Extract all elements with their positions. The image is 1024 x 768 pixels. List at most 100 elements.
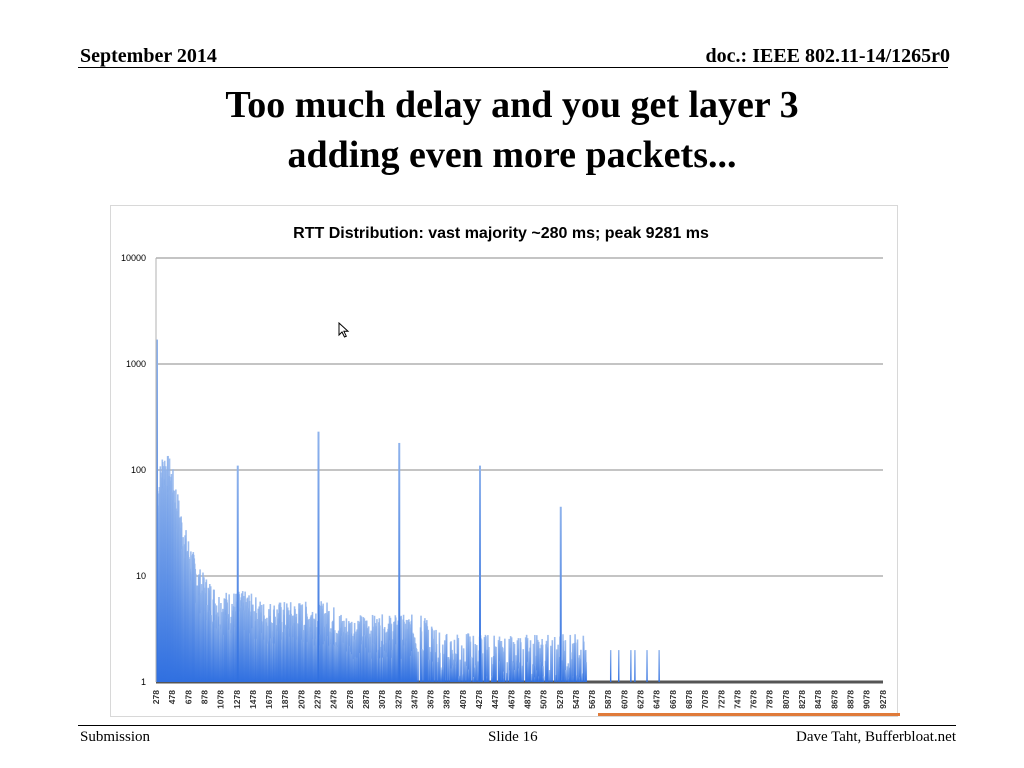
histogram-bar xyxy=(509,636,512,682)
x-tick-label: 6078 xyxy=(619,690,629,709)
chart-canvas: RTT Distribution: vast majority ~280 ms;… xyxy=(121,225,888,709)
histogram-bar xyxy=(536,635,538,682)
histogram-bar xyxy=(493,635,495,682)
x-tick-label: 7278 xyxy=(716,690,726,709)
x-tick-label: 278 xyxy=(151,690,161,704)
histogram-bar xyxy=(609,650,612,682)
histogram-bar xyxy=(534,634,536,682)
histogram-bar xyxy=(379,625,381,682)
histogram-bar xyxy=(472,635,475,682)
histogram-bar xyxy=(345,618,348,682)
x-tick-label: 8278 xyxy=(797,690,807,709)
slide-title: Too much delay and you get layer 3 addin… xyxy=(0,80,1024,180)
spike-bar-3278 xyxy=(398,442,401,682)
histogram-bar xyxy=(570,659,573,682)
x-tick-label: 5478 xyxy=(571,690,581,709)
histogram-bar xyxy=(481,653,484,682)
histogram-bar xyxy=(445,633,448,682)
histogram-bar xyxy=(520,665,523,682)
histogram-bar xyxy=(585,662,588,682)
histogram-bar xyxy=(531,673,533,682)
histogram-bar xyxy=(390,623,393,682)
histogram-bar xyxy=(646,650,648,682)
x-tick-label: 1078 xyxy=(216,690,226,709)
x-tick-label: 8878 xyxy=(845,690,855,709)
histogram-bar xyxy=(553,636,556,682)
histogram-bar xyxy=(583,641,585,682)
histogram-bar xyxy=(464,661,466,682)
histogram-bar xyxy=(548,670,551,682)
x-tick-label: 6478 xyxy=(652,690,662,709)
histogram-bar xyxy=(467,633,470,682)
x-tick-label: 7878 xyxy=(765,690,775,709)
histogram-bar xyxy=(460,645,463,682)
histogram-bar xyxy=(415,648,418,682)
histogram-bar xyxy=(567,663,570,682)
x-tick-label: 6678 xyxy=(668,690,678,709)
x-tick-label: 4278 xyxy=(474,690,484,709)
histogram-bar xyxy=(466,665,468,682)
histogram-bar xyxy=(529,640,532,682)
y-tick-label: 1000 xyxy=(126,359,146,369)
histogram-bar xyxy=(506,662,509,682)
histogram-bar xyxy=(486,649,488,682)
histogram-bar xyxy=(537,641,540,682)
histogram-bar xyxy=(634,650,636,682)
x-tick-label: 2078 xyxy=(296,690,306,709)
x-tick-label: 4078 xyxy=(458,690,468,709)
histogram-bar xyxy=(443,640,446,682)
mouse-pointer-icon xyxy=(338,322,350,338)
histogram-bar xyxy=(381,614,384,682)
histogram-bar xyxy=(417,651,419,682)
histogram-bar xyxy=(350,621,353,682)
histogram-bar xyxy=(465,634,468,682)
histogram-bar xyxy=(437,657,440,682)
spike-bar-5278 xyxy=(559,506,562,682)
x-tick-label: 5878 xyxy=(603,690,613,709)
spike-bar-4278 xyxy=(479,465,482,682)
slide-title-line-1: Too much delay and you get layer 3 xyxy=(225,84,799,126)
histogram-bar xyxy=(520,642,522,682)
y-tick-label: 1 xyxy=(141,677,146,687)
histogram-bar xyxy=(490,657,493,682)
histogram-bar xyxy=(456,634,459,682)
x-tick-label: 678 xyxy=(183,690,193,704)
histogram-bar xyxy=(439,652,441,682)
histogram-bar xyxy=(485,636,487,682)
histogram-bar xyxy=(547,634,549,682)
y-tick-label: 10000 xyxy=(121,253,146,263)
x-tick-label: 6878 xyxy=(684,690,694,709)
footer-slide-number: Slide 16 xyxy=(488,729,538,745)
histogram-bar xyxy=(473,677,475,682)
histogram-bar xyxy=(566,666,569,682)
footer-divider xyxy=(78,725,956,726)
histogram-bar xyxy=(433,630,435,682)
histogram-bar xyxy=(512,642,515,682)
spike-bar-1278 xyxy=(236,465,239,682)
histogram-bar xyxy=(470,656,472,682)
histogram-bar xyxy=(540,644,542,682)
x-tick-label: 8478 xyxy=(813,690,823,709)
x-tick-label: 2678 xyxy=(345,690,355,709)
x-tick-label: 3278 xyxy=(393,690,403,709)
histogram-bar xyxy=(580,649,582,682)
histogram-bar xyxy=(459,659,462,682)
histogram-bar xyxy=(551,640,554,682)
histogram-bar xyxy=(376,619,378,682)
histogram-bar xyxy=(564,640,567,682)
histogram-bar xyxy=(495,646,497,682)
histogram-bar xyxy=(550,645,552,682)
x-tick-label: 478 xyxy=(167,690,177,704)
x-tick-label: 4478 xyxy=(490,690,500,709)
histogram-bar xyxy=(513,643,516,682)
x-tick-label: 8678 xyxy=(829,690,839,709)
histogram-bar xyxy=(421,649,423,682)
histogram-bar xyxy=(426,626,429,682)
histogram-bar xyxy=(487,635,489,682)
histogram-bar xyxy=(510,637,513,682)
histogram-bar xyxy=(569,652,572,682)
histogram-bar xyxy=(542,676,545,682)
histogram-bar xyxy=(429,651,432,682)
histogram-bar xyxy=(474,644,477,682)
histogram-bar xyxy=(524,637,527,682)
